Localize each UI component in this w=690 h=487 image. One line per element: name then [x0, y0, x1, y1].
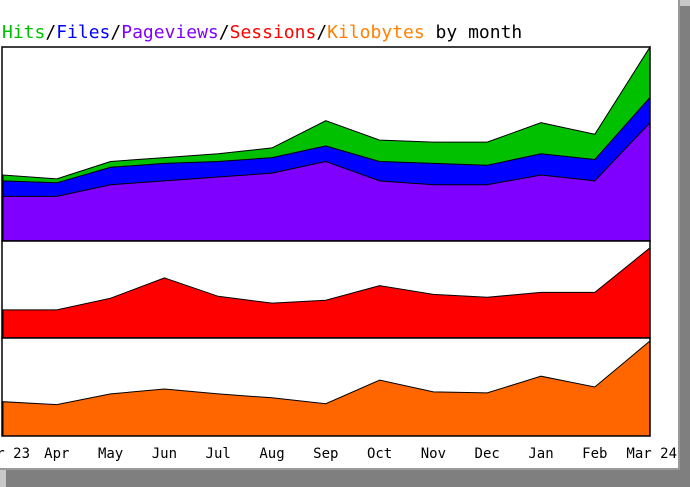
x-tick-label: Nov: [421, 446, 446, 462]
title-part-7: /: [316, 22, 327, 43]
panel-kilobytes: [1, 337, 651, 437]
x-tick-label: Jul: [206, 446, 231, 462]
x-tick-label: Feb: [582, 446, 607, 462]
title-part-3: /: [110, 22, 121, 43]
x-tick-label: Sep: [313, 446, 338, 462]
frame-shadow-right: [680, 6, 690, 476]
series-area-pageviews: [2, 121, 651, 242]
title-part-8: Kilobytes: [327, 22, 425, 43]
x-tick-label: May: [98, 446, 123, 462]
x-tick-label: Oct: [367, 446, 392, 462]
title-part-4: Pageviews: [121, 22, 219, 43]
x-tick-label: Apr: [44, 446, 69, 462]
title-part-0: Hits: [2, 22, 45, 43]
title-part-6: Sessions: [230, 22, 317, 43]
x-tick-label: Aug: [259, 446, 284, 462]
panel-sessions: [1, 240, 651, 339]
panel-border: [1, 337, 651, 437]
frame-shadow-bottom: [6, 470, 690, 487]
series-area-sessions: [2, 246, 651, 339]
title-part-5: /: [219, 22, 230, 43]
title-part-1: /: [45, 22, 56, 43]
series-area-kilobytes: [2, 339, 651, 437]
title-part-9: by month: [425, 22, 523, 43]
chart-title: Hits/Files/Pageviews/Sessions/Kilobytes …: [2, 22, 522, 43]
panel-hits-files-pageviews: [1, 45, 651, 242]
x-tick-label: Jan: [528, 446, 553, 462]
x-tick-label: Jun: [152, 446, 177, 462]
x-tick-label: Dec: [475, 446, 500, 462]
title-part-2: Files: [56, 22, 110, 43]
x-tick-label: Mar 23: [0, 446, 30, 462]
x-axis: Mar 23 Apr May Jun Jul Aug Sep Oct Nov Dec Jan Feb M…: [0, 446, 677, 462]
chart-panels: [1, 45, 651, 437]
x-tick-label: Mar 24: [626, 446, 677, 462]
